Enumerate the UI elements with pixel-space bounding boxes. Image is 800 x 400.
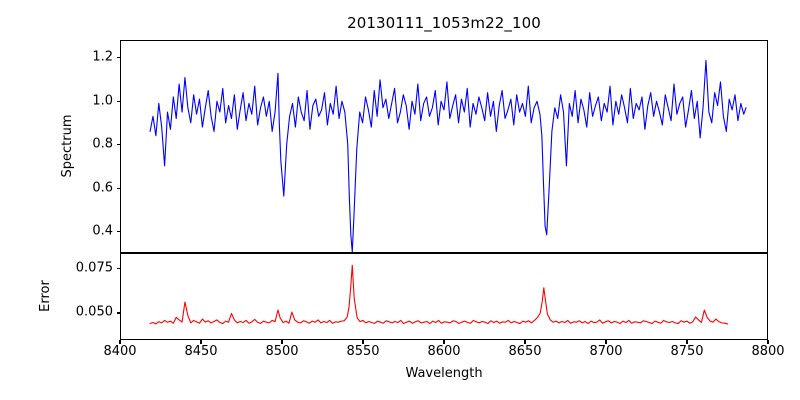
spectrum-y-tick-mark — [116, 144, 120, 146]
spectrum-y-tick-mark — [116, 57, 120, 59]
error-y-axis-label: Error — [38, 280, 53, 312]
x-axis-label: Wavelength — [405, 366, 483, 381]
error-y-tick-mark — [116, 312, 120, 314]
x-tick-label: 8600 — [427, 344, 461, 359]
spectrum-y-tick-label: 0.4 — [92, 223, 113, 239]
x-tick-mark — [281, 340, 283, 344]
spectrum-plot-area — [121, 41, 767, 252]
x-tick-mark — [200, 340, 202, 344]
x-tick-label: 8400 — [103, 344, 137, 359]
spectrum-y-tick-label: 1.2 — [92, 49, 113, 65]
error-y-tick-label: 0.075 — [75, 260, 113, 276]
x-tick-label: 8450 — [184, 344, 218, 359]
x-tick-label: 8750 — [670, 344, 704, 359]
x-tick-label: 8700 — [589, 344, 623, 359]
x-tick-mark — [767, 340, 769, 344]
x-tick-label: 8650 — [508, 344, 542, 359]
error-y-tick-mark — [116, 268, 120, 270]
spectrum-y-tick-label: 0.8 — [92, 136, 113, 152]
x-tick-label: 8800 — [751, 344, 785, 359]
x-tick-mark — [362, 340, 364, 344]
x-tick-mark — [686, 340, 688, 344]
figure-title: 20130111_1053m22_100 — [347, 14, 541, 32]
error-data-line — [150, 265, 728, 324]
spectrum-y-tick-mark — [116, 187, 120, 189]
x-tick-mark — [443, 340, 445, 344]
spectrum-y-tick-label: 0.6 — [92, 180, 113, 196]
spectrum-y-tick-mark — [116, 231, 120, 233]
x-tick-label: 8550 — [346, 344, 380, 359]
x-tick-mark — [119, 340, 121, 344]
x-tick-mark — [524, 340, 526, 344]
error-axes — [120, 253, 768, 340]
error-y-tick-label: 0.050 — [75, 304, 113, 320]
spectrum-y-tick-mark — [116, 100, 120, 102]
spectrum-y-tick-label: 1.0 — [92, 93, 113, 109]
x-tick-label: 8500 — [265, 344, 299, 359]
x-tick-mark — [605, 340, 607, 344]
spectrum-data-line — [150, 60, 746, 252]
spectrum-axes — [120, 40, 768, 253]
error-plot-area — [121, 254, 767, 339]
